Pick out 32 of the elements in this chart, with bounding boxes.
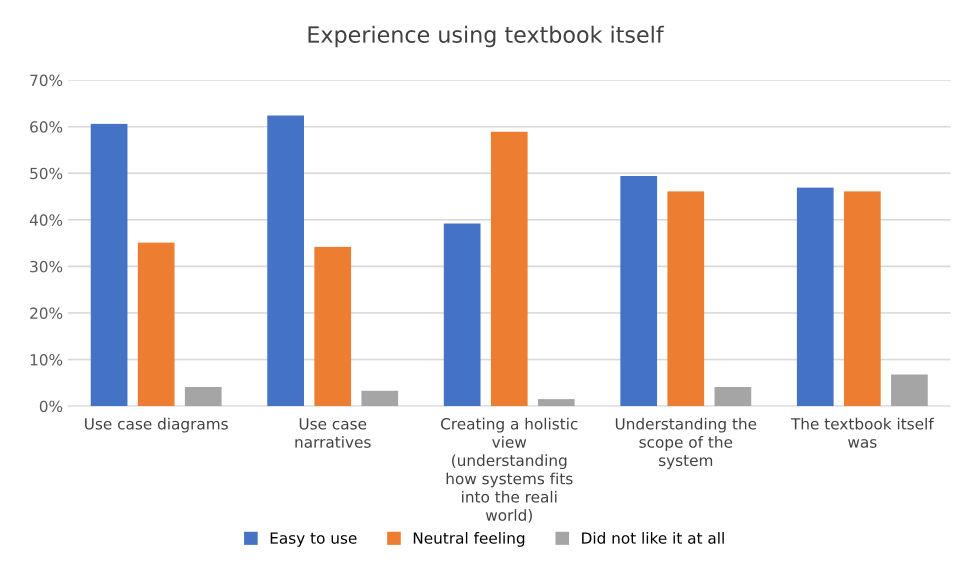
bar: [90, 124, 128, 406]
x-tick-label: The textbook itself was: [790, 418, 934, 448]
y-tick-label: 0%: [40, 400, 62, 412]
bar: [138, 242, 175, 406]
chart-title: Experience using textbook itself: [308, 26, 664, 48]
bar: [444, 224, 481, 406]
bar: [714, 387, 752, 406]
x-tick-label: Use case diagrams: [85, 418, 228, 433]
x-tick-label: Creating a holistic view (understanding how systems fits into the reali world): [441, 418, 578, 523]
y-tick-label: 70%: [30, 74, 62, 86]
y-tick-label: 60%: [30, 121, 62, 133]
x-tick-label: Use case narratives: [295, 418, 371, 448]
x-tick-label: Understanding the scope of the system: [616, 418, 756, 470]
bar: [314, 246, 352, 406]
y-tick-label: 40%: [30, 214, 62, 226]
y-tick-label: 20%: [30, 307, 62, 319]
bar: [844, 191, 881, 406]
bar: [620, 176, 658, 406]
legend-label: Did not like it at all: [582, 532, 724, 544]
bar: [891, 374, 928, 406]
y-tick-label: 10%: [30, 354, 62, 366]
bar: [267, 115, 304, 406]
bar: [184, 387, 222, 406]
legend-label: Neutral feeling: [414, 532, 524, 547]
bar: [667, 191, 704, 406]
bar: [490, 132, 528, 406]
y-tick-label: 30%: [30, 260, 62, 272]
bar: [538, 399, 575, 406]
y-tick-label: 50%: [30, 168, 62, 180]
bar: [361, 390, 398, 406]
bar: [796, 188, 834, 406]
legend-label: Easy to use: [270, 532, 357, 547]
